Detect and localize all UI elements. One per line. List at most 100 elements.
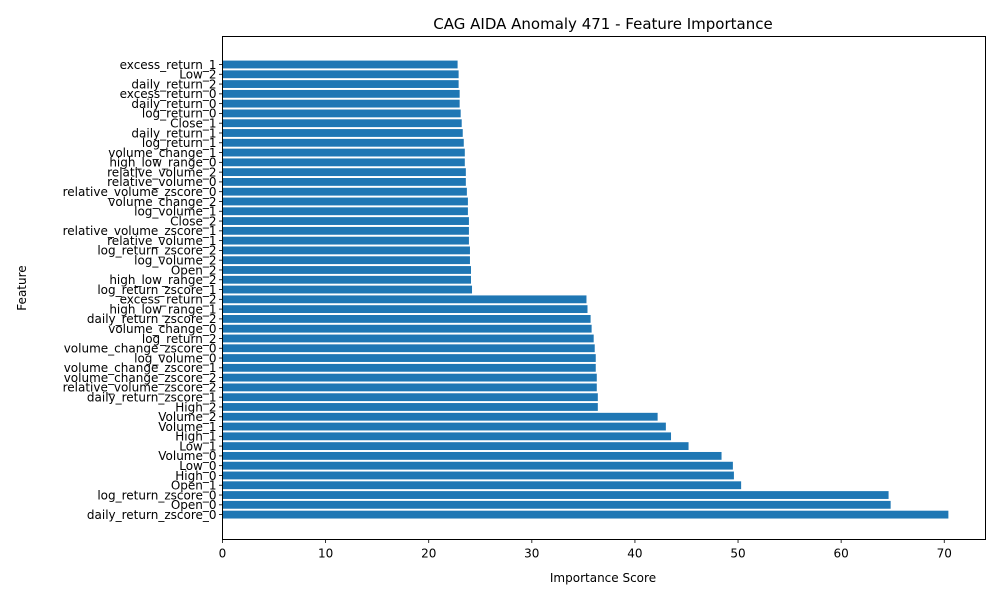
y-tick-label: log_return_zscore_1 bbox=[97, 283, 216, 297]
plot-frame bbox=[222, 36, 986, 540]
y-tick-label: high_low_range_0 bbox=[109, 156, 216, 170]
bar-daily_return_2 bbox=[222, 80, 459, 88]
y-tick-label: log_return_zscore_0 bbox=[97, 488, 216, 502]
bar-log_return_zscore_2 bbox=[222, 246, 470, 255]
y-tick-label: volume_change_zscore_1 bbox=[64, 361, 217, 375]
x-axis-label: Importance Score bbox=[550, 571, 656, 585]
y-tick-label: relative_volume_1 bbox=[107, 234, 216, 248]
y-tick-label: Volume_2 bbox=[158, 410, 216, 424]
y-axis-label: Feature bbox=[15, 265, 29, 310]
y-tick-label: relative_volume_2 bbox=[107, 165, 216, 179]
bar-High_0 bbox=[222, 471, 734, 480]
y-tick-label: High_2 bbox=[175, 400, 216, 414]
bar-relative_volume_2 bbox=[222, 168, 466, 177]
y-tick-label: volume_change_zscore_0 bbox=[64, 342, 217, 356]
bar-Open_2 bbox=[222, 266, 471, 274]
bar-Low_1 bbox=[222, 442, 689, 451]
bar-log_return_2 bbox=[222, 334, 594, 343]
bar-Volume_2 bbox=[222, 412, 658, 421]
y-tick-label: Open_0 bbox=[171, 498, 217, 512]
x-tick-label: 0 bbox=[219, 547, 227, 561]
y-axis-ticks: daily_return_zscore_0Open_0log_return_zs… bbox=[63, 58, 223, 522]
y-tick-label: volume_change_0 bbox=[108, 322, 216, 336]
bar-Close_2 bbox=[222, 217, 469, 225]
x-tick-label: 50 bbox=[730, 547, 745, 561]
bar-volume_change_zscore_1 bbox=[222, 363, 596, 372]
x-tick-label: 40 bbox=[627, 547, 642, 561]
y-tick-label: Low_1 bbox=[179, 439, 216, 453]
y-tick-label: excess_return_2 bbox=[120, 293, 217, 307]
y-tick-label: excess_return_0 bbox=[120, 87, 217, 101]
bar-volume_change_2 bbox=[222, 197, 468, 206]
bar-high_low_range_1 bbox=[222, 305, 588, 314]
y-tick-label: log_return_2 bbox=[142, 332, 217, 346]
bar-excess_return_1 bbox=[222, 60, 458, 69]
y-tick-label: daily_return_zscore_1 bbox=[87, 390, 217, 404]
y-tick-label: relative_volume_0 bbox=[107, 175, 216, 189]
bar-excess_return_2 bbox=[222, 295, 587, 304]
x-tick-label: 30 bbox=[524, 547, 539, 561]
bar-volume_change_1 bbox=[222, 148, 465, 157]
bar-volume_change_zscore_2 bbox=[222, 373, 597, 382]
bar-log_return_1 bbox=[222, 138, 464, 147]
bar-High_2 bbox=[222, 403, 598, 411]
bar-Volume_0 bbox=[222, 451, 722, 460]
y-tick-label: High_0 bbox=[175, 469, 216, 483]
bar-Open_1 bbox=[222, 481, 742, 490]
y-tick-label: Volume_0 bbox=[158, 449, 216, 463]
y-tick-label: log_return_zscore_2 bbox=[97, 244, 216, 258]
y-tick-label: log_volume_1 bbox=[134, 205, 216, 219]
y-tick-label: daily_return_zscore_0 bbox=[87, 508, 217, 522]
bar-relative_volume_1 bbox=[222, 236, 469, 245]
y-tick-label: daily_return_2 bbox=[131, 77, 216, 91]
y-tick-label: volume_change_2 bbox=[108, 195, 216, 209]
bar-daily_return_0 bbox=[222, 99, 460, 108]
x-tick-label: 60 bbox=[834, 547, 849, 561]
y-tick-label: Volume_1 bbox=[158, 420, 216, 434]
x-axis-ticks: 0 10 20 30 40 50 60 70 bbox=[219, 539, 952, 561]
bar-high_low_range_2 bbox=[222, 275, 471, 284]
y-tick-label: high_low_range_1 bbox=[109, 302, 216, 316]
y-tick-label: daily_return_1 bbox=[131, 126, 216, 140]
bar-log_volume_1 bbox=[222, 207, 468, 216]
chart-title: CAG AIDA Anomaly 471 - Feature Importanc… bbox=[433, 15, 772, 33]
y-tick-label: Low_2 bbox=[179, 68, 216, 82]
y-tick-label: High_1 bbox=[175, 430, 216, 444]
bar-Open_0 bbox=[222, 500, 891, 509]
bar-daily_return_zscore_1 bbox=[222, 393, 598, 402]
bar-Volume_1 bbox=[222, 422, 666, 431]
bar-high_low_range_0 bbox=[222, 158, 465, 167]
bar-log_volume_2 bbox=[222, 256, 470, 265]
y-tick-label: log_return_0 bbox=[142, 107, 217, 121]
y-tick-label: volume_change_zscore_2 bbox=[64, 371, 217, 385]
y-tick-label: Close_1 bbox=[170, 117, 216, 131]
bar-Low_2 bbox=[222, 70, 459, 79]
bars-group bbox=[222, 60, 949, 519]
y-tick-label: log_return_1 bbox=[142, 136, 217, 150]
y-tick-label: relative_volume_zscore_2 bbox=[63, 381, 217, 395]
y-tick-label: log_volume_2 bbox=[134, 253, 216, 267]
bar-relative_volume_zscore_2 bbox=[222, 383, 597, 392]
y-tick-label: daily_return_zscore_2 bbox=[87, 312, 217, 326]
bar-relative_volume_zscore_0 bbox=[222, 187, 467, 196]
bar-Close_1 bbox=[222, 119, 462, 128]
y-tick-label: daily_return_0 bbox=[131, 97, 216, 111]
bar-volume_change_0 bbox=[222, 324, 592, 333]
y-tick-label: Open_2 bbox=[171, 263, 217, 277]
bar-log_volume_0 bbox=[222, 354, 596, 362]
bar-log_return_zscore_0 bbox=[222, 491, 889, 499]
bar-daily_return_zscore_2 bbox=[222, 314, 591, 323]
bar-daily_return_zscore_0 bbox=[222, 510, 949, 519]
bar-log_return_zscore_1 bbox=[222, 285, 473, 294]
y-tick-label: relative_volume_zscore_0 bbox=[63, 185, 217, 199]
bar-log_return_0 bbox=[222, 109, 461, 118]
y-tick-label: excess_return_1 bbox=[120, 58, 217, 72]
y-tick-label: Open_1 bbox=[171, 479, 217, 493]
y-tick-label: log_volume_0 bbox=[134, 351, 216, 365]
y-tick-label: Low_0 bbox=[179, 459, 216, 473]
x-tick-label: 10 bbox=[318, 547, 333, 561]
y-tick-label: relative_volume_zscore_1 bbox=[63, 224, 217, 238]
bar-Low_0 bbox=[222, 461, 733, 470]
bar-excess_return_0 bbox=[222, 89, 460, 98]
